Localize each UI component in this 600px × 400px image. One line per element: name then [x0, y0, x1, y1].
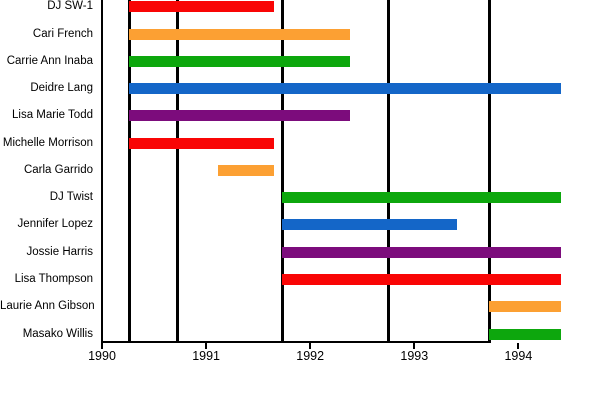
- timeline-bar: [282, 192, 562, 204]
- season-divider-line: [487, 0, 491, 343]
- row-label: Cari French: [32, 27, 93, 40]
- x-axis-tick-label: 1993: [400, 349, 429, 363]
- row-label: Jennifer Lopez: [17, 218, 93, 231]
- timeline-bar: [129, 28, 350, 40]
- row-label: Laurie Ann Gibson: [0, 300, 95, 313]
- row-label: Carla Garrido: [23, 163, 93, 176]
- row-label: Carrie Ann Inaba: [6, 54, 93, 67]
- timeline-bar: [129, 137, 274, 149]
- timeline-bar: [217, 164, 274, 176]
- row-label: Masako Willis: [22, 327, 93, 340]
- x-axis-tick: [517, 342, 520, 349]
- timeline-bar: [129, 1, 274, 13]
- row-label: DJ SW-1: [47, 0, 93, 13]
- x-axis-tick-label: 1990: [88, 349, 116, 363]
- row-label: Lisa Marie Todd: [12, 109, 93, 122]
- row-label: Jossie Harris: [26, 245, 93, 258]
- x-axis-tick-label: 1992: [296, 349, 325, 363]
- season-divider-line: [386, 0, 390, 343]
- timeline-bar: [129, 83, 562, 95]
- row-label: Michelle Morrison: [2, 136, 93, 149]
- timeline-bar: [129, 110, 350, 122]
- row-label: DJ Twist: [49, 191, 93, 204]
- timeline-bar: [489, 301, 562, 313]
- x-axis-tick-label: 1994: [504, 349, 533, 363]
- row-label: Deidre Lang: [30, 82, 93, 95]
- season-divider-line: [127, 0, 131, 343]
- y-axis-line: [100, 0, 103, 343]
- row-label: Lisa Thompson: [14, 273, 93, 285]
- timeline-bar: [489, 328, 562, 340]
- timeline-bar: [129, 55, 350, 67]
- x-axis-tick: [309, 342, 312, 349]
- timeline-bar: [282, 219, 457, 231]
- season-divider-line: [176, 0, 180, 343]
- x-axis-tick-label: 1991: [192, 349, 220, 363]
- timeline-bar: [282, 246, 562, 258]
- x-axis-tick: [101, 342, 103, 349]
- x-axis-line: [100, 340, 491, 343]
- timeline-bar: [282, 274, 562, 285]
- season-divider-line: [280, 0, 284, 343]
- x-axis-tick: [413, 342, 416, 349]
- x-axis-tick: [205, 342, 208, 349]
